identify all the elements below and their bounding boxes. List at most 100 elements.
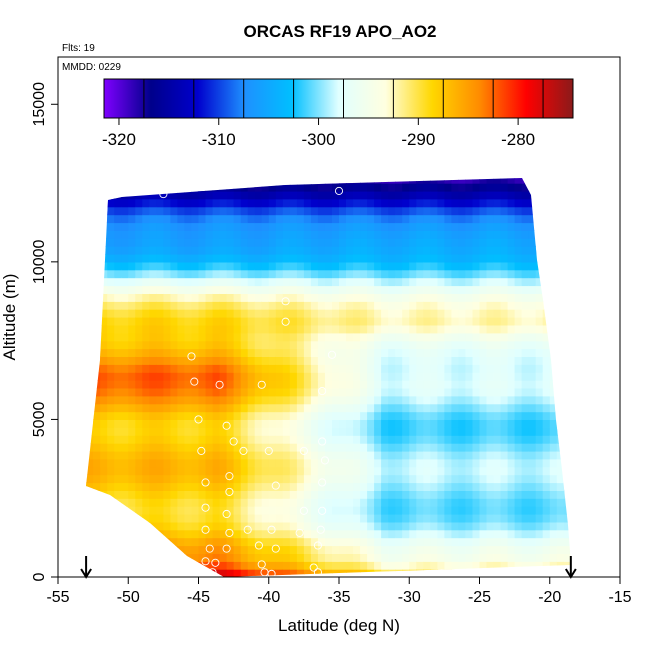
curtain-cell (458, 206, 466, 216)
curtain-cell (543, 152, 551, 161)
curtain-cell (233, 372, 242, 381)
curtain-cell (156, 246, 164, 255)
curtain-cell (451, 372, 459, 381)
colorbar-tick-label: -300 (302, 130, 336, 149)
curtain-cell (135, 474, 143, 484)
curtain-cell (388, 261, 396, 271)
curtain-cell (479, 206, 488, 216)
curtain-cell (542, 269, 551, 279)
curtain-cell (521, 214, 530, 224)
curtain-cell (549, 498, 558, 507)
curtain-cell (563, 348, 571, 357)
sample-points (110, 163, 533, 578)
curtain-cell (297, 159, 305, 168)
curtain-cell (324, 190, 333, 200)
curtain-cell (500, 356, 509, 365)
curtain-cell (353, 301, 361, 310)
curtain-cell (114, 285, 122, 294)
curtain-cell (339, 269, 347, 279)
curtain-cell (465, 269, 473, 279)
curtain-cell (542, 340, 551, 350)
curtain-cell (205, 380, 214, 389)
curtain-cell (282, 380, 291, 389)
curtain-cell (121, 514, 129, 523)
curtain-cell (128, 293, 136, 302)
curtain-cell (170, 419, 178, 428)
curtain-cell (493, 458, 502, 468)
curtain-cell (528, 514, 537, 523)
curtain-cell (521, 356, 530, 365)
curtain-cell (226, 324, 235, 334)
curtain-cell (261, 293, 270, 302)
curtain-cell (346, 380, 354, 389)
curtain-cell (212, 490, 221, 499)
curtain-cell (233, 293, 242, 302)
curtain-cell (212, 529, 221, 539)
curtain-cell (289, 466, 298, 476)
curtain-cell (268, 317, 277, 326)
curtain-cell (107, 324, 115, 334)
curtain-cell (275, 380, 284, 389)
curtain-cell (296, 206, 305, 216)
curtain-cell (472, 380, 481, 389)
curtain-cell (423, 230, 431, 239)
curtain-cell (324, 427, 333, 436)
curtain-cell (177, 474, 185, 484)
curtain-cell (128, 301, 136, 310)
curtain-cell (535, 332, 544, 342)
curtain-cell (346, 372, 354, 381)
curtain-cell (437, 545, 445, 554)
curtain-cell (416, 214, 424, 224)
curtain-cell (528, 356, 537, 365)
curtain-cell (142, 269, 150, 279)
y-tick-label: 15000 (31, 82, 48, 127)
curtain-cell (135, 537, 143, 547)
curtain-cell (500, 490, 509, 499)
curtain-cell (493, 553, 502, 562)
curtain-cell (528, 537, 537, 547)
curtain-cell (458, 498, 466, 507)
curtain-cell (472, 561, 481, 570)
curtain-cell (570, 537, 571, 547)
curtain-cell (170, 529, 178, 539)
curtain-cell (142, 152, 150, 161)
curtain-cell (416, 498, 424, 507)
curtain-cell (465, 498, 473, 507)
curtain-cell (339, 380, 347, 389)
curtain-cell (493, 537, 502, 547)
curtain-cell (486, 474, 495, 484)
curtain-cell (233, 206, 242, 216)
curtain-cell (254, 403, 263, 413)
curtain-cell (149, 309, 157, 318)
curtain-cell (72, 301, 80, 310)
curtain-cell (219, 324, 228, 334)
curtain-cell (93, 450, 101, 460)
sample-point (468, 166, 477, 175)
curtain-cell (142, 348, 150, 357)
curtain-cell (374, 498, 382, 507)
curtain-cell (219, 466, 228, 476)
curtain-cell (395, 419, 403, 428)
curtain-cell (282, 450, 291, 460)
curtain-cell (184, 395, 192, 405)
curtain-cell (121, 372, 129, 381)
curtain-cell (500, 427, 509, 436)
curtain-cell (578, 262, 586, 271)
curtain-cell (310, 419, 319, 428)
curtain-cell (514, 419, 523, 428)
curtain-cell (395, 332, 403, 342)
curtain-cell (570, 450, 571, 460)
curtain-cell (275, 458, 284, 468)
curtain-cell (528, 380, 537, 389)
curtain-cell (388, 387, 396, 397)
curtain-cell (317, 443, 326, 452)
curtain-cell (247, 301, 256, 310)
date-annotation: MMDD: 0229 (62, 62, 121, 73)
curtain-cell (310, 403, 319, 413)
curtain-cell (177, 537, 185, 547)
curtain-cell (430, 514, 438, 523)
curtain-cell (86, 324, 94, 334)
curtain-cell (86, 178, 87, 184)
curtain-cell (233, 380, 242, 389)
curtain-cell (219, 198, 228, 208)
